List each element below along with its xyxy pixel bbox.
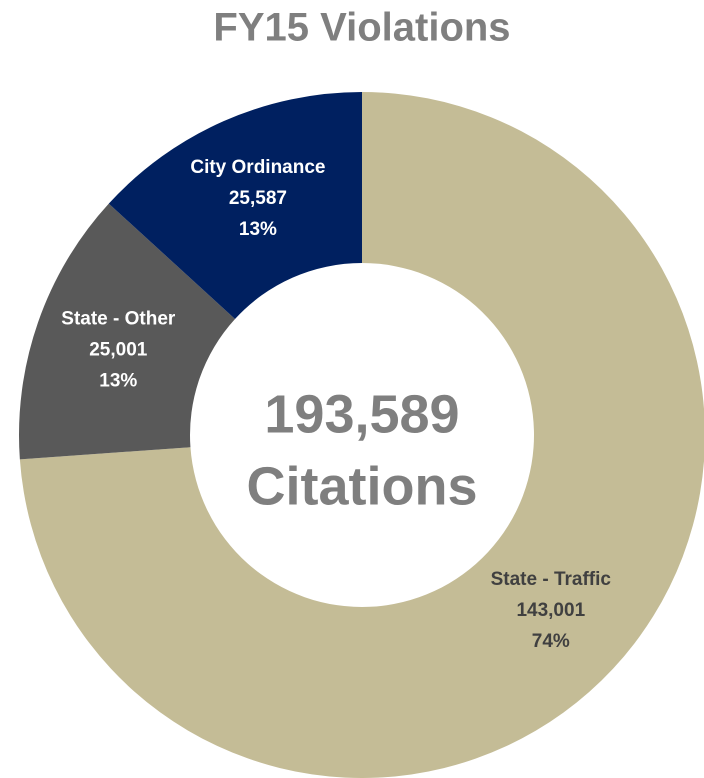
slice-value: 25,587 [229,188,287,209]
slice-percent: 74% [532,631,570,652]
slice-percent: 13% [99,370,137,391]
center-label: 193,589 [264,384,459,444]
donut-slice [108,92,362,319]
slice-label: City Ordinance [190,157,325,178]
slice-percent: 13% [239,219,277,240]
slice-label: State - Other [61,308,176,329]
slice-value: 143,001 [516,600,585,621]
center-label: Citations [246,456,477,516]
chart-title: FY15 Violations [213,6,510,50]
slice-value: 25,001 [89,339,148,360]
donut-slice [19,92,704,778]
donut-slice [19,203,236,460]
slice-label: State - Traffic [491,569,612,590]
